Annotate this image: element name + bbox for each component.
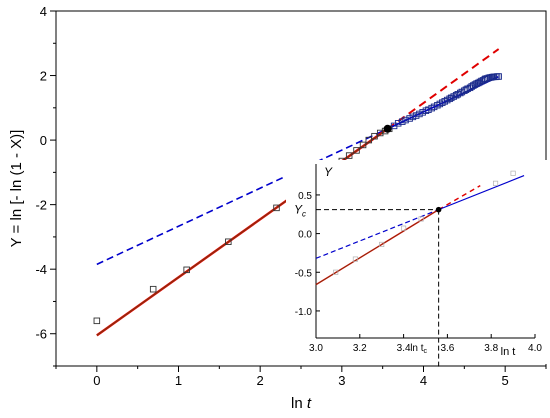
inset-y-tick-label: 0.5: [298, 191, 312, 202]
data-point: [376, 129, 384, 137]
x-tick-label: 5: [502, 373, 509, 388]
inset-fit-low-extrapolation: [438, 185, 481, 211]
x-tick-label: 2: [257, 373, 264, 388]
inset-data-point: [379, 241, 385, 247]
inset-data-point: [493, 180, 499, 186]
inset-data-point: [418, 216, 424, 222]
inset-x-tick-label: 3.0: [309, 343, 323, 354]
data-point: [149, 285, 157, 293]
inset-crossover-point: [435, 206, 442, 213]
data-point: [446, 95, 453, 103]
data-point: [402, 116, 409, 124]
y-tick-label: -2: [35, 198, 47, 213]
inset-x-axis-label: ln t: [501, 346, 516, 358]
data-point: [225, 238, 232, 245]
data-point: [394, 120, 402, 127]
inset-background: [286, 160, 550, 364]
data-point: [365, 136, 373, 144]
x-tick-label: 0: [93, 373, 100, 388]
inset-x-tick-label: 3.6: [440, 343, 454, 354]
data-point: [273, 204, 280, 212]
main-plot: 0 1 2 3 4 5 -6 -4 -2 0 2 4 ln t Y = ln [- ln (1 - X)]: [8, 4, 547, 412]
y-tick-label: 0: [40, 133, 47, 148]
inset-x-tick-label: 3.2: [353, 343, 367, 354]
inset-x-tick-label: 4.0: [528, 343, 542, 354]
fit-high-extrapolation: [96, 128, 388, 266]
inset-x-tick-label: 3.4: [397, 343, 411, 354]
data-point: [409, 113, 417, 121]
y-tick-label: -4: [35, 262, 47, 277]
y-tick-label: 2: [40, 69, 47, 84]
inset-y-tick-label: -1.0: [295, 307, 313, 318]
inset-fit-low-line-core: [315, 209, 439, 285]
data-point: [412, 112, 420, 119]
data-point: [399, 118, 406, 125]
data-point: [353, 147, 360, 154]
inset-y-tick-label: 0.0: [298, 230, 312, 241]
inset-y-tick-label: -0.5: [295, 268, 313, 279]
data-point: [483, 75, 491, 82]
data-point: [93, 317, 101, 325]
inset-x-tick-label: 3.8: [484, 343, 498, 354]
inset-fit-high-extrapolation: [315, 209, 439, 259]
data-point: [495, 73, 502, 80]
data-point: [416, 110, 423, 118]
data-point: [359, 141, 367, 149]
x-axis-label: ln t: [291, 395, 312, 412]
data-point: [345, 152, 353, 159]
inset-y-axis-label: Y: [324, 165, 333, 179]
inset-data-point: [333, 269, 339, 275]
x-tick-label: 4: [420, 373, 427, 388]
data-point: [183, 266, 190, 274]
y-tick-label: -6: [35, 327, 47, 342]
data-point: [406, 115, 413, 122]
inset-data-point: [401, 225, 407, 231]
y-axis-label: Y = ln [- ln (1 - X)]: [8, 130, 25, 248]
inset-data-point: [352, 256, 358, 262]
inset-tc-label: ln tc: [410, 343, 427, 355]
inset-data-point: [510, 170, 516, 176]
y-tick-label: 4: [40, 4, 47, 19]
inset-fit-high-line: [438, 175, 525, 211]
fit-low-extrapolation: [386, 48, 500, 130]
crossover-point: [383, 124, 392, 133]
x-tick-label: 1: [175, 373, 182, 388]
x-tick-label: 3: [338, 373, 345, 388]
